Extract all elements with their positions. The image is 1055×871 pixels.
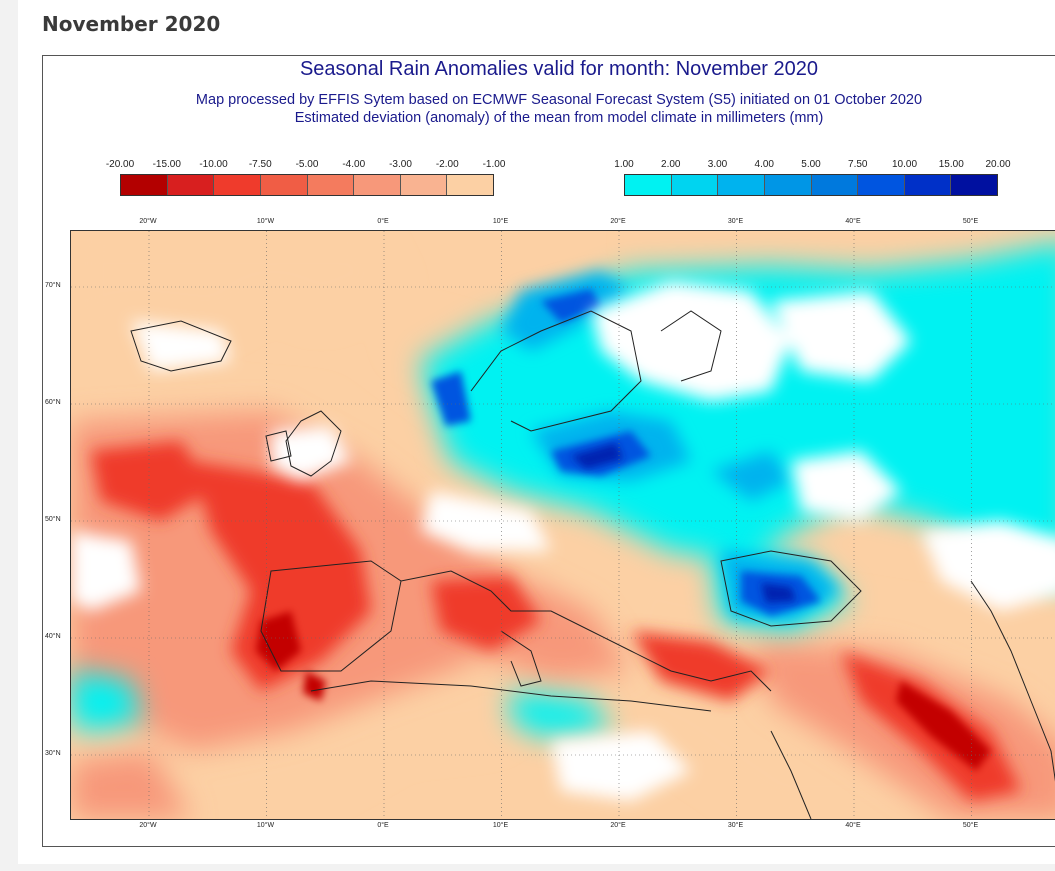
page-bottom-divider	[18, 864, 1055, 871]
legend-negative-colorbar	[120, 174, 494, 196]
longitude-label: 20°W	[139, 218, 157, 225]
coastlines	[130, 310, 1055, 819]
legend-negative-swatch	[260, 175, 308, 195]
longitude-label: 40°E	[845, 218, 861, 225]
longitude-label: 10°W	[256, 822, 275, 829]
legend-negative-swatch	[400, 175, 448, 195]
legend-positive-label: 1.00	[614, 159, 634, 170]
longitude-label: 0°E	[377, 822, 389, 829]
legend-negative-swatch	[121, 175, 168, 195]
longitude-label: 10°W	[256, 218, 275, 225]
longitude-label: 40°E	[845, 822, 861, 829]
longitude-label: 20°E	[610, 218, 626, 225]
legend-positive-swatch	[951, 175, 997, 195]
legend-negative-label: -7.50	[248, 159, 272, 170]
legend-negative-swatch	[307, 175, 355, 195]
legend-positive-colorbar	[624, 174, 998, 196]
graticule	[71, 231, 1055, 819]
dry-extreme-cores	[256, 611, 991, 771]
legend-positive-label: 10.00	[891, 159, 918, 170]
longitude-label: 0°E	[377, 218, 389, 225]
longitude-label: 50°E	[962, 218, 979, 225]
longitude-label: 20°E	[610, 822, 626, 829]
legend-negative-label: -10.00	[199, 159, 228, 170]
legend-negative-swatch	[214, 175, 261, 195]
anomaly-map-canvas	[71, 231, 1055, 819]
latitude-label: 60°N	[45, 399, 61, 406]
legend-positive-label: 15.00	[938, 159, 964, 170]
legend-negative-swatch	[167, 175, 215, 195]
legend-negative-label: -4.00	[342, 159, 366, 170]
legend-positive-label: 4.00	[754, 159, 774, 170]
legend-positive-swatch	[764, 175, 812, 195]
latitude-label: 30°N	[45, 750, 61, 757]
legend-positive-swatch	[904, 175, 952, 195]
legend-negative-label: -3.00	[389, 159, 412, 170]
legend-negative-label: -2.00	[435, 159, 459, 170]
legend-positive-label: 3.00	[707, 159, 728, 170]
legend-positive-label: 5.00	[801, 159, 821, 170]
legend-negative-swatch	[354, 175, 401, 195]
legend-negative-label: -20.00	[105, 159, 135, 170]
latitude-label: 40°N	[45, 633, 61, 640]
page-heading: November 2020	[42, 12, 221, 36]
legend-positive-swatch	[718, 175, 765, 195]
figure-subtitle-source: Map processed by EFFIS Sytem based on EC…	[195, 92, 923, 108]
legend-negative-labels: -20.00 -15.00 -10.00 -7.50 -5.00 -4.00 -3.00 -2…	[106, 159, 506, 171]
legend-positive-labels: 1.00 2.00 3.00 4.00 5.00 7.50 10.00 15.00 20.00	[614, 159, 1010, 171]
legend-positive-label: 2.00	[661, 159, 681, 170]
rain-anomaly-figure: Seasonal Rain Anomalies valid for month:…	[42, 55, 1055, 847]
latitude-label: 70°N	[45, 282, 61, 289]
legend-positive-swatch	[811, 175, 859, 195]
page-left-gutter	[0, 0, 18, 871]
near-normal-regions	[71, 281, 1055, 801]
legend-positive-swatch	[858, 175, 905, 195]
latitude-label: 50°N	[45, 516, 61, 523]
legend-negative-label: -1.00	[482, 159, 506, 170]
legend-positive-swatch	[671, 175, 719, 195]
legend-positive-swatch	[625, 175, 672, 195]
legend-negative-label: -5.00	[295, 159, 319, 170]
legend-negative-swatch	[447, 175, 493, 195]
longitude-label: 50°E	[962, 822, 979, 829]
longitude-label: 30°E	[727, 822, 744, 829]
anomaly-map	[70, 230, 1055, 820]
figure-title: Seasonal Rain Anomalies valid for month:…	[299, 58, 819, 80]
legend-positive-label: 20.00	[985, 159, 1011, 170]
longitude-label: 10°E	[492, 218, 509, 225]
wet-extreme-cores	[571, 443, 796, 603]
longitude-label: 10°E	[492, 822, 509, 829]
figure-subtitle-units: Estimated deviation (anomaly) of the mea…	[294, 110, 824, 126]
longitude-label: 30°E	[727, 218, 744, 225]
legend-negative-label: -15.00	[152, 159, 181, 170]
legend-positive-label: 7.50	[848, 159, 868, 170]
longitude-label: 20°W	[139, 822, 157, 829]
